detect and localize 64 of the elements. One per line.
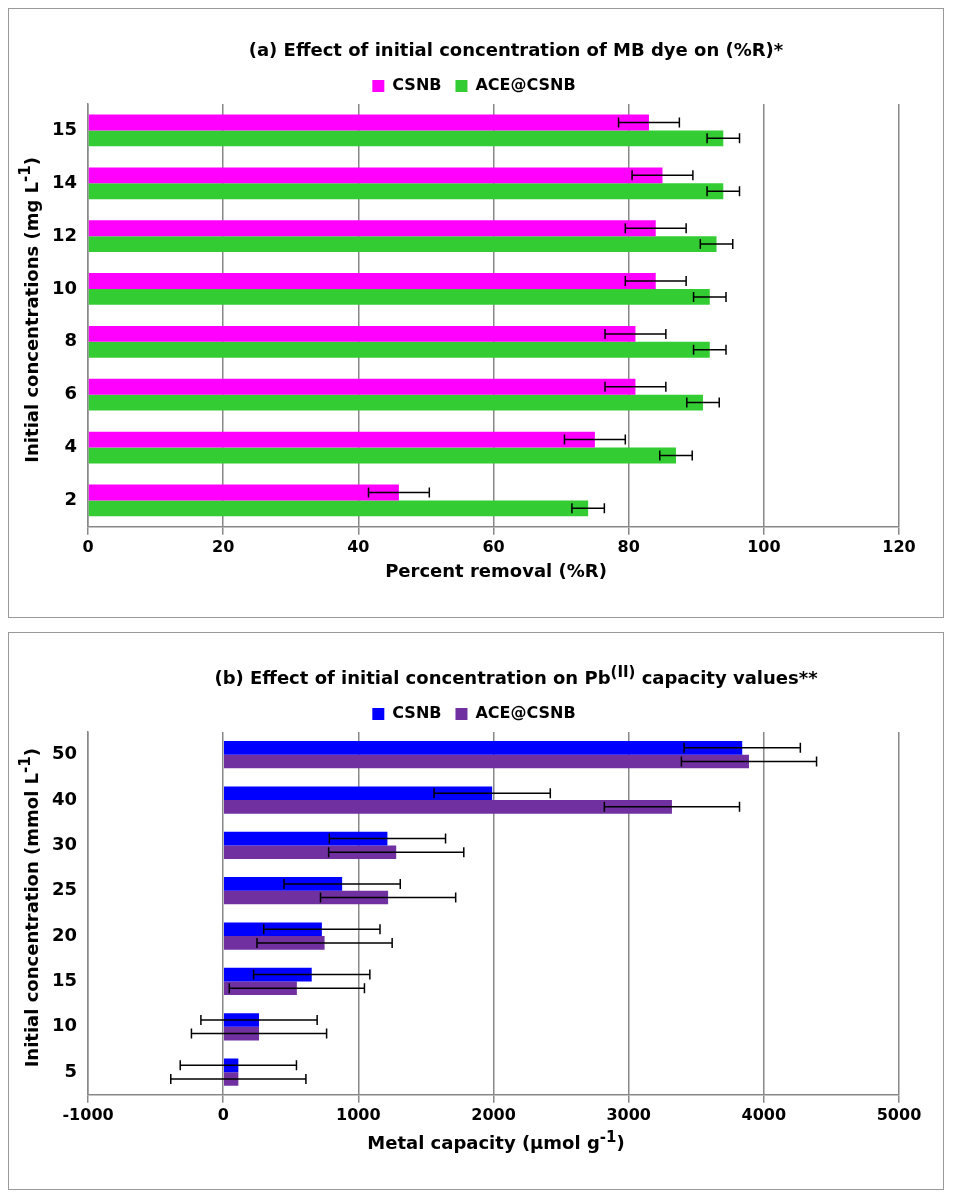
x-tick-label: 2000 <box>471 1104 516 1124</box>
x-tick-label: 1000 <box>336 1104 381 1124</box>
y-tick-label: 4 <box>64 435 78 457</box>
y-tick-label: 14 <box>51 170 78 192</box>
bar <box>223 754 749 769</box>
bar <box>88 183 724 200</box>
chart-title: (a) Effect of initial concentration of MB dye on (%R)* <box>247 38 785 60</box>
bar <box>88 114 649 131</box>
y-tick-label: 15 <box>51 118 78 140</box>
y-tick-label: 30 <box>51 833 78 855</box>
bar <box>223 922 322 937</box>
y-tick-label: 20 <box>51 923 78 945</box>
bar <box>88 500 589 517</box>
bar <box>88 341 710 358</box>
y-tick-label: 6 <box>64 382 78 404</box>
x-axis-title: Percent removal (%R) <box>384 560 608 583</box>
x-tick-label: 60 <box>482 536 505 556</box>
x-tick-label: 120 <box>882 536 916 556</box>
x-tick-label: 40 <box>347 536 370 556</box>
bar <box>88 431 595 448</box>
y-tick-label: 50 <box>51 742 78 764</box>
x-tick-label: 5000 <box>876 1104 922 1124</box>
bar <box>223 890 389 905</box>
y-tick-label: 2 <box>64 488 78 510</box>
bar <box>88 236 717 252</box>
y-tick-label: 12 <box>51 223 78 245</box>
x-tick-label: 0 <box>82 536 94 556</box>
bar <box>223 877 343 891</box>
bar <box>88 484 399 501</box>
chart-title: (b) Effect of initial concentration on Pb$^{(II)}$ capacity values** <box>213 662 819 688</box>
bar <box>88 447 676 464</box>
legend-label: ACE@CSNB <box>475 703 576 723</box>
x-tick-label: 0 <box>217 1104 229 1124</box>
legend-label: CSNB <box>392 75 442 95</box>
x-tick-label: -1000 <box>62 1104 114 1124</box>
bar <box>223 800 672 814</box>
y-tick-label: 40 <box>51 787 78 809</box>
bar <box>223 786 493 801</box>
bar <box>88 273 656 289</box>
bar <box>88 288 710 305</box>
bar <box>223 741 743 755</box>
legend-label: ACE@CSNB <box>475 75 576 95</box>
y-tick-label: 15 <box>51 969 78 991</box>
y-tick-label: 25 <box>51 878 78 900</box>
bar <box>88 325 636 342</box>
y-tick-label: 5 <box>64 1059 78 1081</box>
bar <box>88 167 663 184</box>
x-tick-label: 4000 <box>741 1104 787 1124</box>
x-tick-label: 100 <box>747 536 781 556</box>
x-tick-label: 3000 <box>606 1104 651 1124</box>
legend-label: CSNB <box>392 703 442 723</box>
bar <box>88 378 636 395</box>
bar <box>88 394 704 411</box>
y-tick-label: 10 <box>51 1014 78 1036</box>
y-tick-label: 10 <box>51 276 78 298</box>
bar <box>223 831 388 846</box>
bar <box>223 845 397 859</box>
x-tick-label: 20 <box>212 536 235 556</box>
bar <box>223 967 312 982</box>
y-tick-label: 8 <box>64 329 78 351</box>
bar <box>88 130 724 147</box>
x-tick-label: 80 <box>617 536 640 556</box>
x-axis-title: Metal capacity (µmol g$^{-1}$) <box>366 1128 626 1155</box>
bar <box>88 220 656 237</box>
